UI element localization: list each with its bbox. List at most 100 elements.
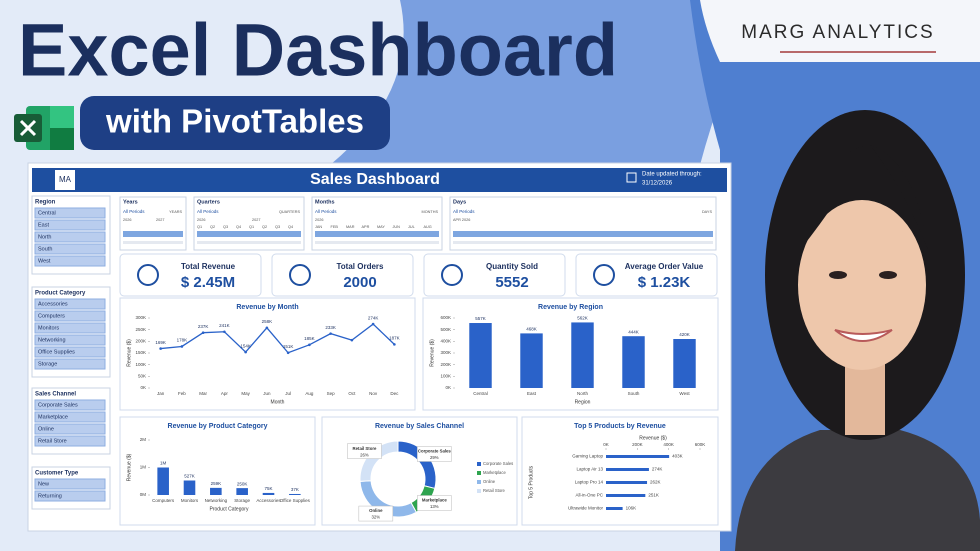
kpi-label: Total Revenue <box>181 262 236 271</box>
kpi-card <box>271 253 414 297</box>
y-tick-label: 100K <box>135 362 146 367</box>
y-tick-label: All-in-One PC <box>575 493 603 498</box>
y-axis-title: Revenue ($) <box>126 339 132 367</box>
point <box>350 338 354 342</box>
slicer-item[interactable] <box>34 346 106 358</box>
callout <box>347 443 382 459</box>
slicer-item[interactable] <box>34 255 106 267</box>
slicer-item[interactable] <box>34 298 106 310</box>
timeline-label: Q2 <box>262 225 267 229</box>
slicer-title: Region <box>35 200 56 206</box>
chart-title: Revenue by Month <box>236 304 298 311</box>
timeline-label: FEB <box>331 225 339 229</box>
slicer-item[interactable] <box>34 231 106 243</box>
chart-title: Revenue by Product Category <box>168 423 268 430</box>
slicer-title: Product Category <box>35 291 86 297</box>
bar <box>262 492 275 495</box>
bar <box>236 488 248 495</box>
slicer-item-label: Computers <box>38 313 65 319</box>
slicer-item[interactable] <box>34 310 106 322</box>
bar <box>606 455 670 458</box>
timeline-label: Q4 <box>236 225 241 229</box>
slicer-item[interactable] <box>34 435 106 447</box>
data-label: 274K <box>652 467 663 472</box>
x-tick-label: Dec <box>390 391 399 396</box>
kpi-label: Average Order Value <box>625 262 704 271</box>
bar <box>210 487 222 495</box>
x-tick-label: Central <box>473 391 488 396</box>
point <box>201 331 205 335</box>
data-label: 562K <box>577 316 588 321</box>
x-tick-label: North <box>577 391 589 396</box>
slicer-item-label: Retail Store <box>38 438 67 444</box>
slicer-item-label: Returning <box>38 493 62 499</box>
y-tick-label: 200K <box>135 339 146 344</box>
x-axis-title: Month <box>271 399 285 405</box>
chart-title: Revenue by Region <box>538 304 603 311</box>
slicer-item[interactable] <box>34 219 106 231</box>
y-tick-label: 600K <box>440 315 451 320</box>
x-tick-label: Sep <box>327 391 336 396</box>
timeline-label: JUN <box>393 225 401 229</box>
x-tick-label: Nov <box>369 391 378 396</box>
timeline-year: APR 2026 <box>453 218 470 222</box>
slicer-item[interactable] <box>34 490 106 502</box>
data-label: 250K <box>237 481 248 486</box>
kpi-icon <box>593 264 615 286</box>
y-tick-label: 200K <box>440 362 451 367</box>
bar <box>673 339 696 388</box>
timeline-year: 2027 <box>156 218 164 222</box>
person-photo <box>735 110 980 551</box>
slicer-item[interactable] <box>34 322 106 334</box>
slicer-item[interactable] <box>34 243 106 255</box>
y-tick-label: 300K <box>440 350 451 355</box>
y-axis-title: Revenue ($) <box>126 453 132 481</box>
bar <box>606 494 646 497</box>
slicer-item[interactable] <box>34 478 106 490</box>
data-label: 468K <box>526 327 537 332</box>
slicer-item[interactable] <box>34 358 106 370</box>
x-tick-label: Jun <box>263 391 271 396</box>
timeline-bar[interactable] <box>315 231 439 237</box>
data-label: 154K <box>240 343 251 348</box>
y-tick-label: 500K <box>440 327 451 332</box>
callout-name: Corporate Sales <box>418 449 452 454</box>
data-label: 32% <box>372 515 381 520</box>
slicer-item[interactable] <box>34 411 106 423</box>
x-tick-label: Computers <box>152 498 175 503</box>
x-tick-label: Apr <box>221 391 229 396</box>
timeline-unit: MONTHS <box>422 210 439 214</box>
slicer-item-label: East <box>38 222 49 228</box>
bar <box>606 481 648 484</box>
timeline-bar[interactable] <box>197 231 301 237</box>
slicer-item[interactable] <box>34 207 106 219</box>
kpi-value: $ 1.23K <box>638 274 691 291</box>
slicer-item-label: Accessories <box>38 301 68 307</box>
chart-title: Top 5 Products by Revenue <box>574 423 666 430</box>
x-tick-label: East <box>527 391 537 396</box>
bar <box>469 323 492 388</box>
slicer-item[interactable] <box>34 423 106 435</box>
subtitle: with PivotTables <box>105 103 364 140</box>
point <box>329 332 332 335</box>
slicer-item[interactable] <box>34 334 106 346</box>
date-label: Date updated through: <box>642 172 702 178</box>
x-tick-label: Aug <box>305 391 314 396</box>
data-label: 237K <box>198 324 209 329</box>
y-tick-label: 0M <box>140 492 147 497</box>
callout-name: Online <box>369 508 383 513</box>
point <box>393 343 396 346</box>
timeline-year: 2026 <box>315 218 323 222</box>
timeline-year: 2027 <box>252 218 260 222</box>
x-tick-label: Feb <box>178 391 186 396</box>
bar <box>289 493 301 495</box>
y-tick-label: Laptop Pro 14 <box>575 480 604 485</box>
y-tick-label: 400K <box>440 339 451 344</box>
slicer-item-label: Networking <box>38 337 66 343</box>
point <box>371 322 375 326</box>
x-tick-label: Accessories <box>256 498 281 503</box>
slicer-item[interactable] <box>34 399 106 411</box>
timeline-bar[interactable] <box>453 231 713 237</box>
timeline-bar[interactable] <box>123 231 183 237</box>
timeline-scroll <box>197 241 301 244</box>
